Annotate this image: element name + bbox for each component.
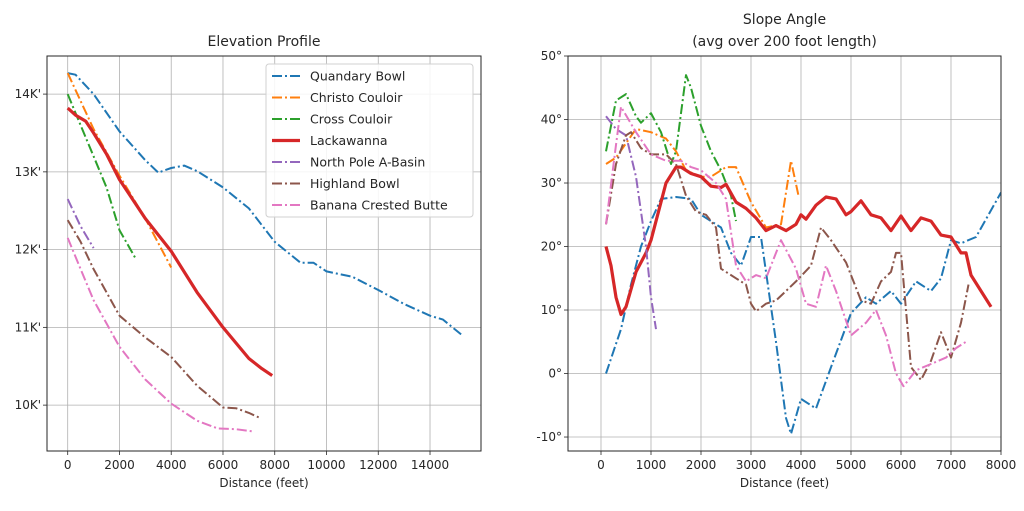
series-line-quandary-bowl: [605, 192, 1001, 435]
chart-title: Slope Angle: [743, 12, 826, 28]
series-line-banana-crested-butte: [66, 237, 255, 433]
series-line-quandary-bowl: [67, 72, 462, 336]
legend: Quandary Bowl Christo Couloir Cross Couloi…: [265, 63, 474, 218]
legend-label: Lackawanna: [310, 133, 388, 148]
plot-frame: [46, 55, 482, 452]
legend-label: Highland Bowl: [310, 176, 400, 191]
x-tick-label: 7000: [936, 458, 967, 472]
x-tick-label: 5000: [836, 458, 867, 472]
x-tick-label: 2000: [686, 458, 717, 472]
x-tick-label: 4000: [786, 458, 817, 472]
series-line-christo-couloir: [66, 72, 173, 268]
series-line-north-pole-a-basin: [605, 115, 657, 330]
legend-label: North Pole A-Basin: [310, 155, 425, 170]
chart-1: 0 2000 4000 6000 8000 10000 12000 14000 10K' 11K'…: [15, 34, 482, 490]
legend-label: Banana Crested Butte: [310, 198, 448, 213]
x-tick-label: 0: [64, 458, 72, 472]
x-tick-label: 14000: [411, 458, 449, 472]
x-tick-label: 0: [597, 458, 605, 472]
x-tick-label: 2000: [104, 458, 135, 472]
chart-2: 0 1000 2000 3000 4000 5000 6000 7000 8000 -10° 0° 1…: [536, 12, 1016, 490]
y-tick-label: 20°: [541, 240, 562, 254]
y-tick-label: 40°: [541, 113, 562, 127]
series-line-cross-couloir: [605, 74, 737, 222]
series-line-lackawanna: [604, 165, 993, 317]
series-line-banana-crested-butte: [605, 105, 967, 388]
series-line-highland-bowl: [66, 219, 260, 419]
series-line-highland-bowl: [605, 131, 970, 381]
plot-frame: [567, 55, 1002, 452]
y-tick-label: 50°: [541, 49, 562, 63]
x-axis-label: Distance (feet): [740, 476, 829, 490]
legend-label: Christo Couloir: [310, 90, 403, 105]
y-tick-label: 30°: [541, 176, 562, 190]
y-tick-label: 11K': [15, 320, 41, 334]
legend-label: Cross Couloir: [310, 112, 393, 127]
series-group: [66, 72, 462, 433]
y-tick-label: 14K': [15, 87, 41, 101]
chart-title: Elevation Profile: [207, 34, 320, 50]
y-tick-label: 12K': [15, 243, 41, 257]
x-tick-label: 3000: [736, 458, 767, 472]
x-tick-label: 10000: [307, 458, 345, 472]
series-group: [604, 74, 1001, 435]
series-line-lackawanna: [66, 106, 274, 377]
x-tick-label: 6000: [208, 458, 239, 472]
legend-box: [265, 63, 474, 218]
y-tick-label: 13K': [15, 165, 41, 179]
x-tick-label: 4000: [156, 458, 187, 472]
chart-subtitle: (avg over 200 foot length): [692, 34, 877, 50]
x-tick-label: 12000: [359, 458, 397, 472]
x-tick-label: 8000: [259, 458, 290, 472]
y-tick-label: 10°: [541, 303, 562, 317]
y-tick-label: 0°: [548, 367, 562, 381]
x-tick-label: 6000: [886, 458, 917, 472]
y-tick-label: 10K': [15, 398, 41, 412]
series-line-christo-couloir: [605, 128, 800, 229]
legend-label: Quandary Bowl: [310, 69, 405, 84]
x-tick-label: 8000: [986, 458, 1017, 472]
series-line-cross-couloir: [66, 93, 136, 258]
x-tick-label: 1000: [636, 458, 667, 472]
y-tick-label: -10°: [536, 430, 562, 444]
x-axis-label: Distance (feet): [219, 476, 308, 490]
